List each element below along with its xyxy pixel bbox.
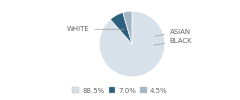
Wedge shape xyxy=(99,11,165,77)
Text: BLACK: BLACK xyxy=(154,38,192,45)
Wedge shape xyxy=(110,12,132,44)
Text: ASIAN: ASIAN xyxy=(155,28,191,36)
Legend: 88.5%, 7.0%, 4.5%: 88.5%, 7.0%, 4.5% xyxy=(70,85,170,96)
Wedge shape xyxy=(123,11,132,44)
Text: WHITE: WHITE xyxy=(67,26,124,32)
